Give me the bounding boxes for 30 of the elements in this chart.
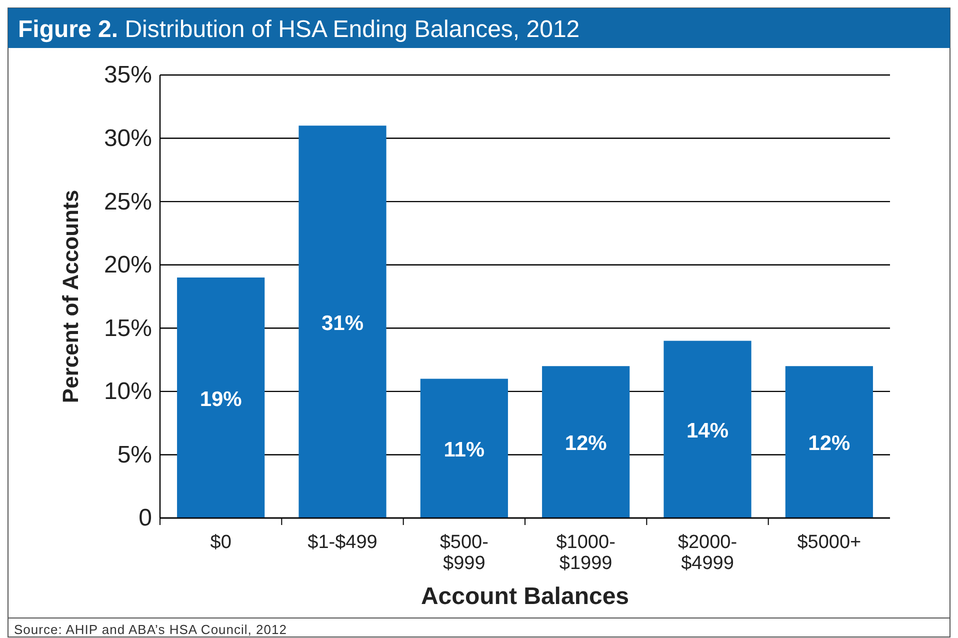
bar xyxy=(177,278,265,518)
y-tick-label: 15% xyxy=(104,314,152,342)
y-tick-label: 30% xyxy=(104,124,152,152)
y-tick-label: 35% xyxy=(104,62,152,89)
bar xyxy=(664,340,752,518)
data-label: 31% xyxy=(321,312,364,335)
x-axis-title: Account Balances xyxy=(420,583,630,610)
data-label: 19% xyxy=(200,388,242,411)
x-tick-label: $2000-$4999 xyxy=(678,532,738,574)
chart-title: Figure 2. Distribution of HSA Ending Balances, 2012 xyxy=(18,16,580,43)
x-tick-label: $500-$999 xyxy=(440,532,488,574)
data-label: 14% xyxy=(686,419,729,442)
data-label: 12% xyxy=(564,432,608,456)
x-tick-label: $1-$499 xyxy=(308,532,378,553)
bar xyxy=(420,378,508,518)
y-tick-label: 0 xyxy=(138,504,152,532)
data-label: 12% xyxy=(808,432,851,456)
y-tick-label: 25% xyxy=(104,188,152,216)
x-tick-label: $5000+ xyxy=(797,532,862,553)
bar xyxy=(542,366,630,518)
y-axis-title: Percent of Accounts xyxy=(58,190,83,404)
y-tick-label: 5% xyxy=(117,441,152,468)
source-note: Source: AHIP and ABA’s HSA Council, 2012 xyxy=(14,622,287,637)
bar xyxy=(785,366,873,518)
x-tick-label: $1000-$1999 xyxy=(556,532,616,574)
y-tick-label: 20% xyxy=(104,252,152,279)
x-tick-label: $0 xyxy=(210,532,232,553)
data-label: 11% xyxy=(444,438,485,462)
y-tick-label: 10% xyxy=(104,378,152,406)
bar xyxy=(298,126,386,518)
